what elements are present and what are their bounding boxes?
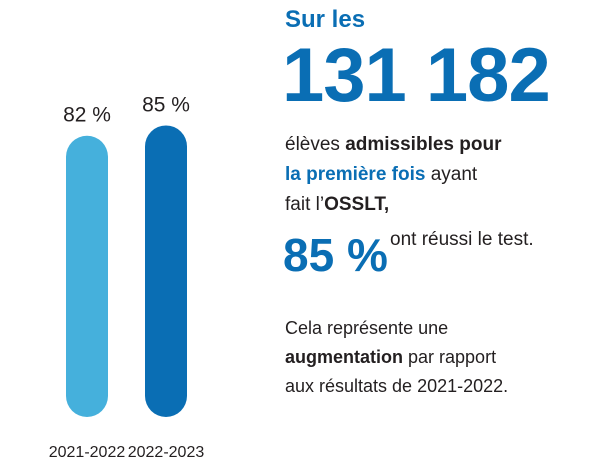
bold-text: la première fois xyxy=(285,164,426,185)
text: par rapport xyxy=(403,347,497,367)
value-label: 82 % xyxy=(63,104,111,127)
value-label: 85 % xyxy=(142,93,190,116)
text: aux résultats de 2021-2022. xyxy=(285,376,509,396)
text: ayant xyxy=(425,164,478,185)
x-tick-label: 2021-2022 xyxy=(49,444,126,461)
bar xyxy=(145,125,187,417)
bold-text: augmentation xyxy=(285,347,404,367)
bold-text: OSSLT, xyxy=(324,194,390,215)
text: Cela représente une xyxy=(285,318,449,338)
note: Cela représente une augmentation par rap… xyxy=(285,314,508,401)
count: 131 182 xyxy=(282,33,551,118)
text: élèves xyxy=(285,134,346,155)
result: ont réussi le test. xyxy=(390,229,534,250)
chart: 82 % 2021-2022 85 % 2022-2023 xyxy=(49,93,205,461)
sentence: élèves admissibles pour la première fois… xyxy=(285,130,501,220)
highlight: 85 % xyxy=(283,229,388,281)
x-tick-label: 2022-2023 xyxy=(128,444,205,461)
bar xyxy=(66,135,108,418)
bold-text: admissibles pour xyxy=(345,134,502,155)
text: fait l’ xyxy=(285,194,325,215)
intro: Sur les xyxy=(285,6,366,33)
